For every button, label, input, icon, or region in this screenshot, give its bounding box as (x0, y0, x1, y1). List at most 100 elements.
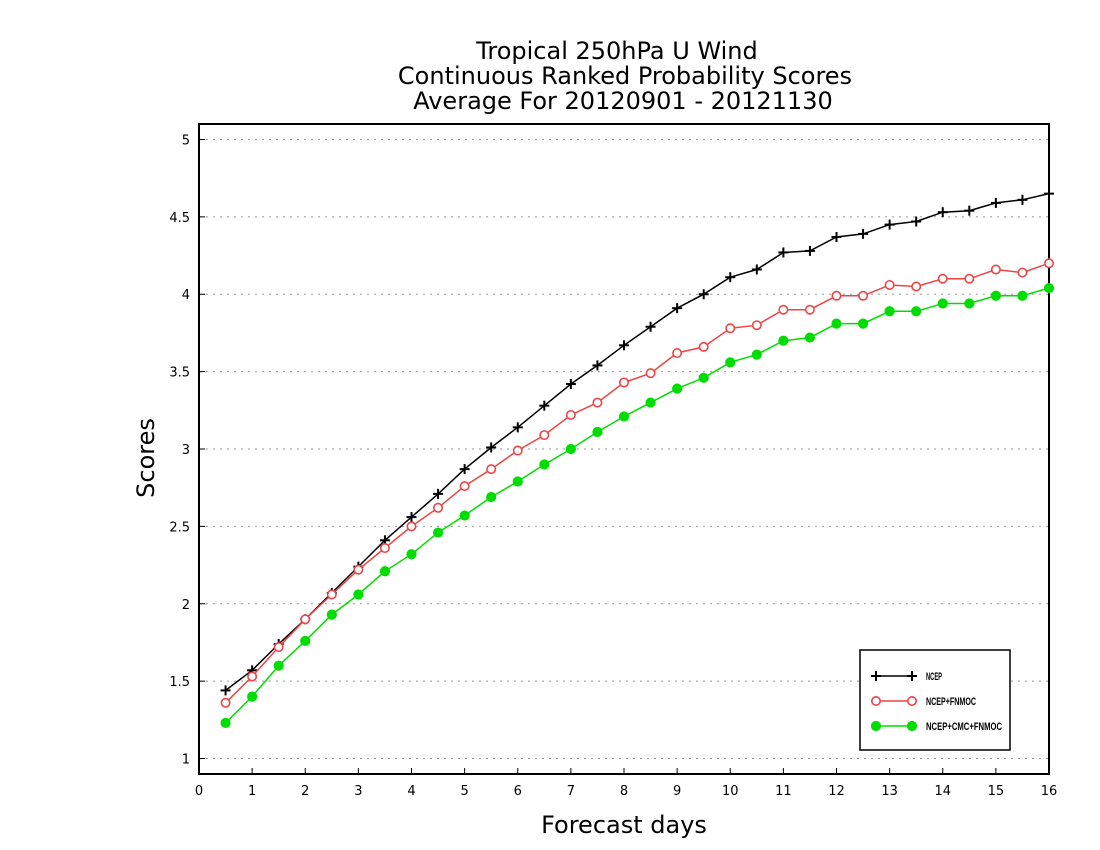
data-point (937, 298, 948, 309)
data-point (619, 340, 629, 351)
data-point (804, 304, 815, 315)
data-point (618, 377, 629, 388)
x-tick-label: 15 (988, 784, 1005, 799)
data-point (725, 272, 736, 283)
axis-ticks: 11.522.533.544.550 1 2 3 4 5 6 7 8 9 10 11 12 13 14 15 1… (169, 133, 1057, 799)
data-point (964, 205, 975, 216)
data-point (512, 445, 523, 456)
data-point (379, 543, 390, 554)
data-point (220, 717, 231, 729)
data-point (273, 660, 284, 671)
data-point (539, 430, 550, 441)
data-point (884, 279, 895, 290)
data-point (539, 400, 550, 411)
y-tick-label: 4 (182, 288, 190, 303)
data-point (432, 527, 444, 538)
x-tick-label: 5 (460, 784, 468, 799)
y-tick-label: 1.5 (169, 675, 190, 690)
data-point (1044, 188, 1054, 199)
series-line (225, 192, 1050, 691)
data-point (804, 245, 815, 256)
x-tick-label: 0 (195, 784, 203, 799)
data-point (486, 491, 497, 503)
data-point (911, 281, 922, 292)
data-point (353, 564, 364, 575)
data-point (565, 409, 576, 420)
x-tick-label: 9 (673, 784, 681, 799)
data-point (459, 481, 470, 492)
data-point (433, 488, 444, 499)
data-point (884, 219, 895, 230)
data-point (1017, 194, 1028, 205)
data-point (911, 306, 922, 317)
data-point (512, 476, 523, 487)
data-point (831, 231, 842, 242)
x-tick-label: 3 (354, 784, 362, 799)
data-point (326, 609, 337, 620)
data-point (565, 443, 576, 455)
legend-marker (871, 671, 881, 681)
data-point (698, 341, 709, 352)
data-point (884, 306, 895, 317)
data-point (247, 691, 258, 702)
title-line-1: Tropical 250hPa U Wind (475, 37, 758, 65)
data-point (592, 360, 603, 371)
data-point (831, 318, 842, 329)
legend-label: NCEP+CMC+FNMOC (926, 721, 1002, 733)
data-point (725, 323, 736, 334)
data-point (406, 521, 417, 532)
data-point (1044, 258, 1055, 269)
data-point (353, 589, 364, 600)
legend: NCEP NCEP+FNMOC NCEP+CMC+FNMOC (859, 649, 1011, 751)
y-tick-label: 3.5 (169, 366, 190, 381)
series-3 (220, 282, 1055, 729)
legend-entry-2: NCEP+FNMOC (870, 695, 976, 708)
y-tick-label: 4.5 (169, 211, 190, 226)
data-point (964, 273, 975, 284)
data-point (220, 685, 231, 696)
series-1 (220, 188, 1054, 696)
legend-label: NCEP (926, 671, 942, 683)
data-point (751, 264, 762, 275)
data-point (751, 349, 762, 360)
data-point (858, 290, 869, 301)
title-line-2: Continuous Ranked Probability Scores (398, 62, 852, 90)
legend-entry-1: NCEP (871, 671, 942, 683)
y-tick-label: 3 (182, 443, 190, 458)
data-point (512, 422, 523, 433)
data-point (618, 411, 630, 422)
legend-box (859, 649, 1011, 751)
data-point (645, 368, 656, 379)
data-point (645, 397, 656, 408)
data-point (857, 318, 869, 329)
data-point (300, 635, 311, 647)
data-point (911, 216, 922, 227)
data-point (433, 502, 444, 513)
x-tick-label: 1 (248, 784, 256, 799)
series-lines (220, 188, 1055, 729)
data-point (592, 397, 603, 408)
data-point (778, 247, 789, 258)
data-point (645, 321, 656, 332)
data-point (672, 348, 683, 359)
data-point (964, 298, 975, 309)
series-line (225, 262, 1050, 704)
data-point (1043, 282, 1055, 294)
x-tick-label: 13 (881, 784, 898, 799)
data-point (379, 566, 391, 577)
data-point (565, 379, 576, 389)
legend-entry-3: NCEP+CMC+FNMOC (870, 720, 1002, 733)
data-point (459, 510, 470, 521)
data-point (937, 273, 948, 284)
data-point (1017, 290, 1028, 301)
data-point (300, 614, 311, 625)
y-tick-label: 1 (182, 753, 190, 768)
data-point (804, 332, 816, 343)
data-point (990, 290, 1001, 301)
data-point (539, 459, 550, 470)
data-point (937, 207, 948, 218)
data-point (1017, 267, 1028, 278)
x-tick-label: 7 (567, 784, 575, 799)
data-point (592, 426, 603, 438)
